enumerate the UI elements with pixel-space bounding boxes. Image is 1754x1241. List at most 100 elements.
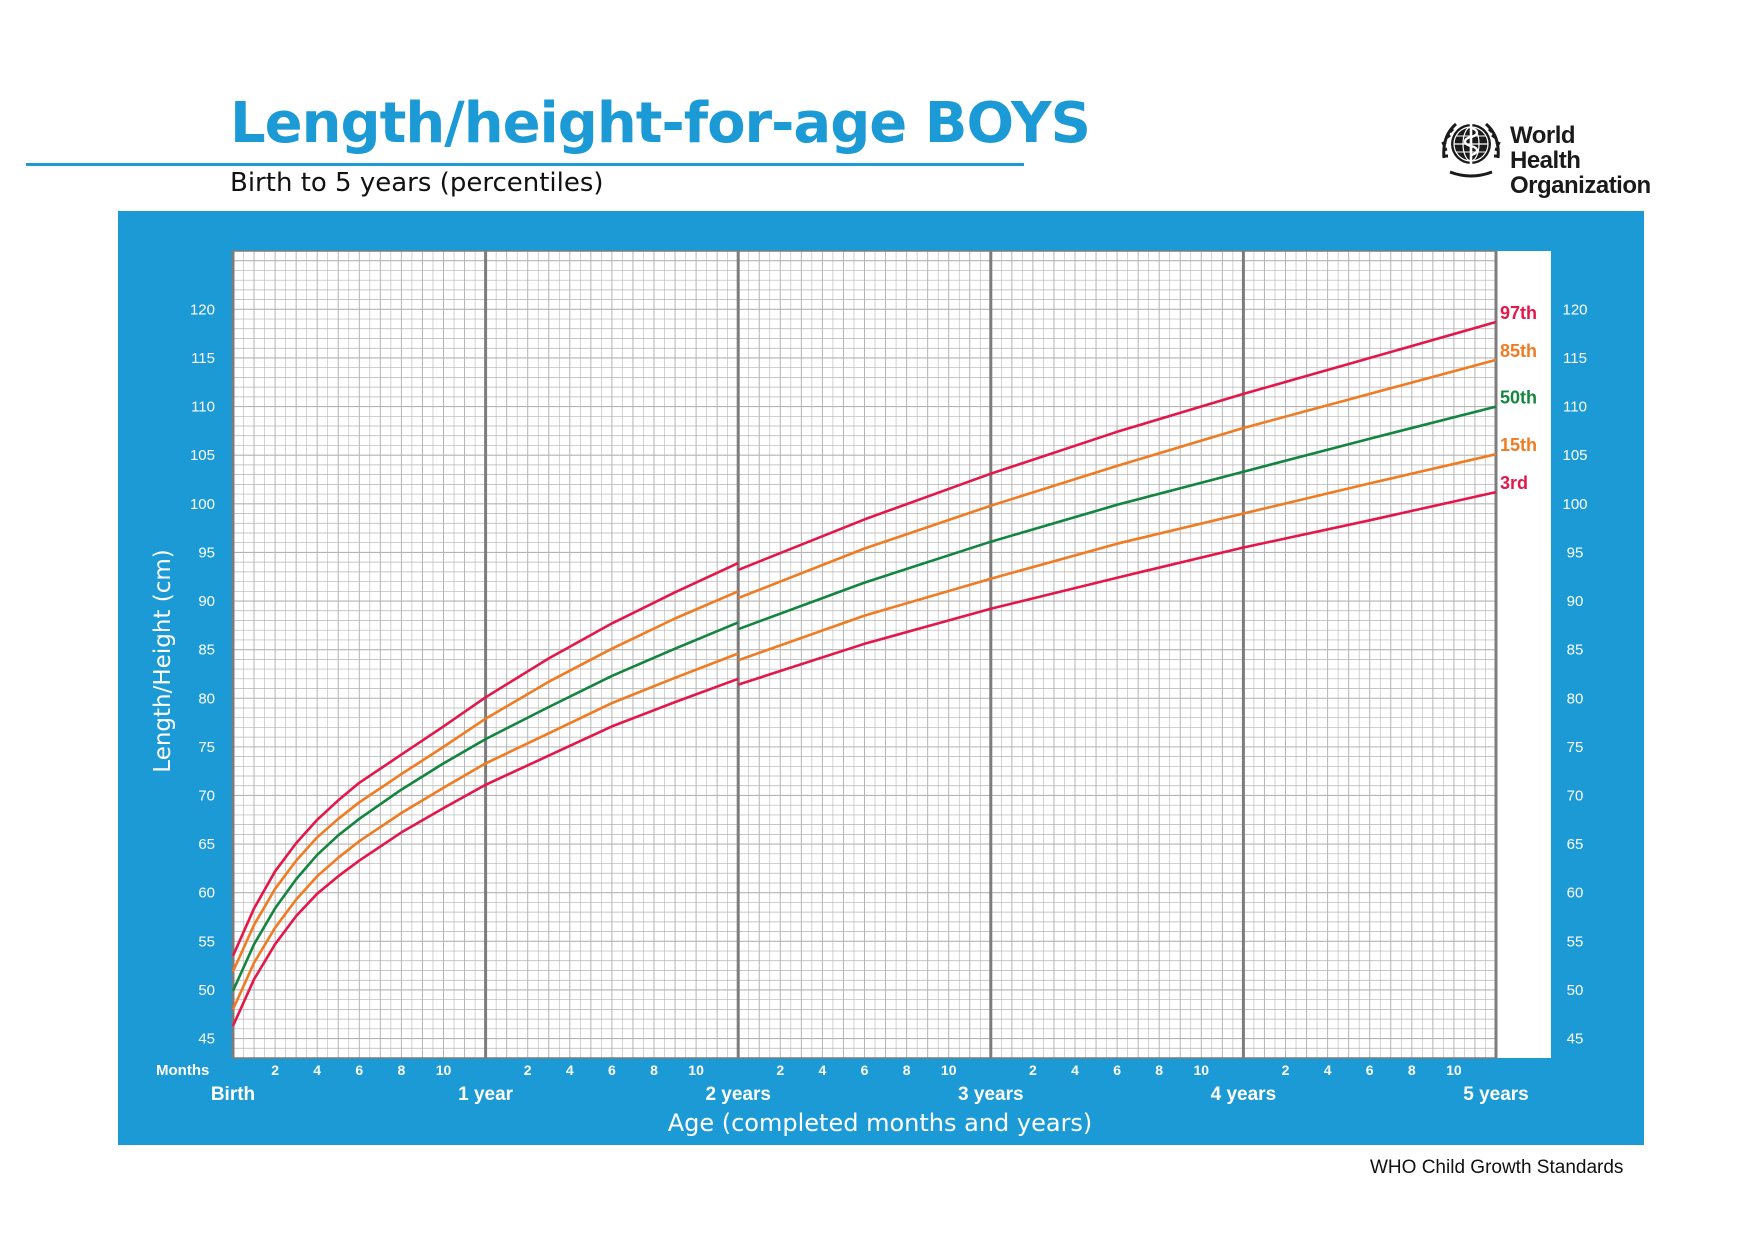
- chart-panel: 97th 85th 50th 15th 3rd 45 50 55 60 65 70 75 80 85 90…: [118, 211, 1644, 1145]
- x-tick-month: 6: [608, 1062, 616, 1078]
- y-tick-right: 80: [1567, 690, 1584, 707]
- y-tick-right: 60: [1567, 885, 1584, 902]
- x-tick-month: 4: [819, 1062, 827, 1078]
- x-tick-month: 8: [650, 1062, 658, 1078]
- x-tick-month: 8: [398, 1062, 406, 1078]
- who-name: World Health Organization: [1510, 123, 1651, 198]
- curve-50th: [231, 621, 739, 992]
- who-logo: World Health Organization: [1438, 114, 1651, 198]
- x-tick-year: 4 years: [1211, 1084, 1277, 1105]
- y-tick-left: 95: [198, 544, 215, 561]
- y-axis-left: 45 50 55 60 65 70 75 80 85 90 95 100 105 110 115 120: [190, 301, 215, 1047]
- x-tick-month: 6: [355, 1062, 363, 1078]
- x-tick-year: 5 years: [1463, 1084, 1529, 1105]
- x-tick-month: 4: [1324, 1062, 1332, 1078]
- curve-97th: [737, 320, 1497, 572]
- y-tick-left: 55: [198, 933, 215, 950]
- y-tick-right: 115: [1563, 350, 1587, 367]
- y-tick-left: 80: [198, 690, 215, 707]
- y-tick-left: 110: [191, 399, 215, 416]
- y-tick-right: 105: [1562, 447, 1587, 464]
- x-tick-month: 2: [524, 1062, 532, 1078]
- y-tick-right: 50: [1567, 982, 1584, 999]
- y-tick-right: 70: [1567, 787, 1584, 804]
- y-tick-right: 90: [1567, 593, 1584, 610]
- y-tick-right: 85: [1567, 642, 1584, 659]
- x-tick-year: 2 years: [705, 1084, 771, 1105]
- label-85th: 85th: [1500, 341, 1537, 361]
- y-tick-left: 70: [198, 787, 215, 804]
- y-tick-right: 100: [1562, 496, 1587, 513]
- label-97th: 97th: [1500, 303, 1537, 323]
- percentile-labels: 97th 85th 50th 15th 3rd: [1500, 303, 1537, 493]
- y-tick-right: 45: [1567, 1031, 1584, 1048]
- y-tick-left: 115: [191, 350, 215, 367]
- plot-border: [232, 250, 1497, 1059]
- y-tick-right: 65: [1567, 836, 1584, 853]
- x-axis: 2 4 6 8 10 2 4 6 8 10 2 4 6 8 10 2 4 6 8 10 2 4 6 8 10 Birth 1 yea…: [211, 1062, 1529, 1105]
- plot-area: [233, 251, 1551, 1058]
- x-tick-month: 2: [1282, 1062, 1290, 1078]
- grid-minor-vertical: [243, 251, 1486, 1058]
- page-title: Length/height-for-age BOYS: [230, 91, 1091, 156]
- x-tick-month: 6: [1366, 1062, 1374, 1078]
- x-tick-month: 4: [566, 1062, 574, 1078]
- x-tick-year: Birth: [211, 1084, 255, 1105]
- x-tick-month: 8: [1408, 1062, 1416, 1078]
- x-tick-month: 2: [1029, 1062, 1037, 1078]
- y-tick-left: 100: [190, 496, 215, 513]
- y-tick-right: 75: [1567, 739, 1584, 756]
- x-tick-month: 2: [271, 1062, 279, 1078]
- curve-3rd: [737, 490, 1497, 686]
- page-subtitle: Birth to 5 years (percentiles): [230, 168, 604, 198]
- growth-chart: 97th 85th 50th 15th 3rd 45 50 55 60 65 70 75 80 85 90…: [118, 211, 1644, 1145]
- y-tick-left: 85: [198, 642, 215, 659]
- curve-15th: [737, 452, 1497, 662]
- x-tick-month: 10: [688, 1062, 704, 1078]
- curve-85th: [737, 358, 1497, 600]
- x-tick-month: 10: [436, 1062, 452, 1078]
- y-tick-right: 110: [1563, 399, 1587, 416]
- y-tick-left: 60: [198, 885, 215, 902]
- who-name-line2: Organization: [1510, 172, 1651, 199]
- x-tick-month: 4: [1071, 1062, 1079, 1078]
- x-tick-month: 10: [941, 1062, 957, 1078]
- x-tick-year: 3 years: [958, 1084, 1024, 1105]
- curve-97th: [231, 561, 739, 957]
- y-tick-left: 90: [198, 593, 215, 610]
- y-axis-right: 45 50 55 60 65 70 75 80 85 90 95 100 105 110 115 120: [1562, 301, 1587, 1047]
- x-tick-month: 10: [1446, 1062, 1462, 1078]
- percentile-curves: [231, 320, 1497, 1027]
- footer-note: WHO Child Growth Standards: [1370, 1157, 1624, 1178]
- curve-3rd: [231, 677, 739, 1027]
- y-axis-title: Length/Height (cm): [150, 549, 176, 772]
- curve-15th: [231, 652, 739, 1010]
- y-tick-left: 45: [198, 1031, 215, 1048]
- title-rule: [26, 163, 1024, 166]
- x-tick-month: 4: [313, 1062, 321, 1078]
- x-tick-month: 2: [776, 1062, 784, 1078]
- x-tick-month: 8: [1155, 1062, 1163, 1078]
- who-name-line1: World Health: [1510, 122, 1581, 174]
- x-unit-label: Months: [156, 1062, 209, 1079]
- x-axis-title: Age (completed months and years): [668, 1109, 1093, 1137]
- y-tick-left: 65: [198, 836, 215, 853]
- y-tick-left: 120: [190, 301, 215, 318]
- curve-50th: [737, 405, 1497, 631]
- y-tick-left: 105: [190, 447, 215, 464]
- x-tick-month: 10: [1194, 1062, 1210, 1078]
- y-tick-right: 95: [1567, 544, 1584, 561]
- x-tick-month: 6: [1113, 1062, 1121, 1078]
- y-tick-right: 120: [1562, 301, 1587, 318]
- x-tick-year: 1 year: [458, 1084, 514, 1105]
- y-tick-right: 55: [1567, 933, 1584, 950]
- label-3rd: 3rd: [1500, 473, 1528, 493]
- x-tick-month: 6: [861, 1062, 869, 1078]
- label-15th: 15th: [1500, 435, 1537, 455]
- x-tick-month: 8: [903, 1062, 911, 1078]
- y-tick-left: 75: [198, 739, 215, 756]
- label-50th: 50th: [1500, 388, 1537, 408]
- who-emblem-icon: [1441, 120, 1501, 178]
- curve-85th: [231, 590, 739, 973]
- y-tick-left: 50: [198, 982, 215, 999]
